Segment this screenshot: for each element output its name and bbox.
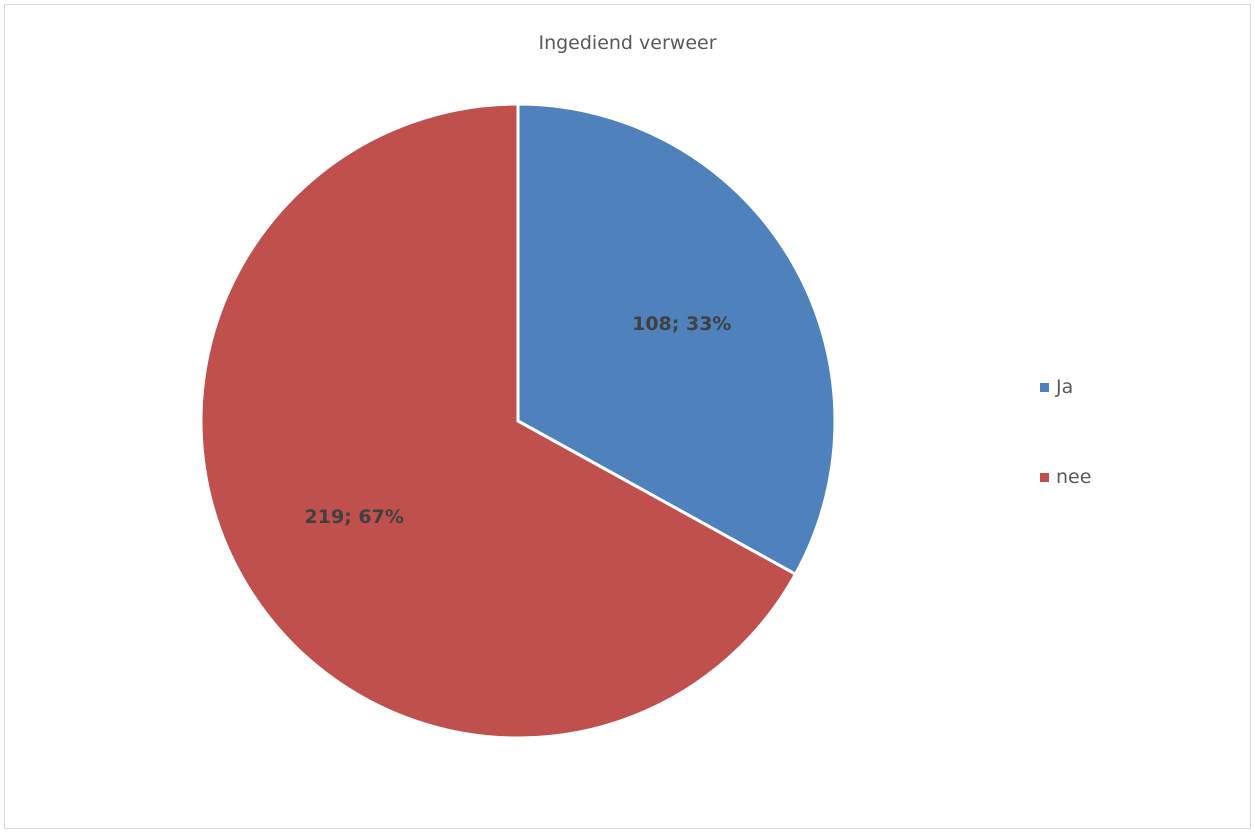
legend-item-ja: Ja [1040, 372, 1091, 402]
legend-label: Ja [1056, 376, 1074, 398]
data-label-nee: 219; 67% [305, 506, 404, 528]
legend: Ja nee [1040, 372, 1091, 552]
legend-item-nee: nee [1040, 462, 1091, 492]
data-label-ja: 108; 33% [632, 313, 731, 335]
legend-swatch-nee [1040, 472, 1049, 482]
chart-title: Ingediend verweer [538, 32, 717, 54]
pie-slice-nee [199, 102, 798, 740]
pie-slice-ja [516, 102, 837, 577]
legend-swatch-ja [1040, 382, 1049, 392]
legend-label: nee [1056, 466, 1092, 488]
